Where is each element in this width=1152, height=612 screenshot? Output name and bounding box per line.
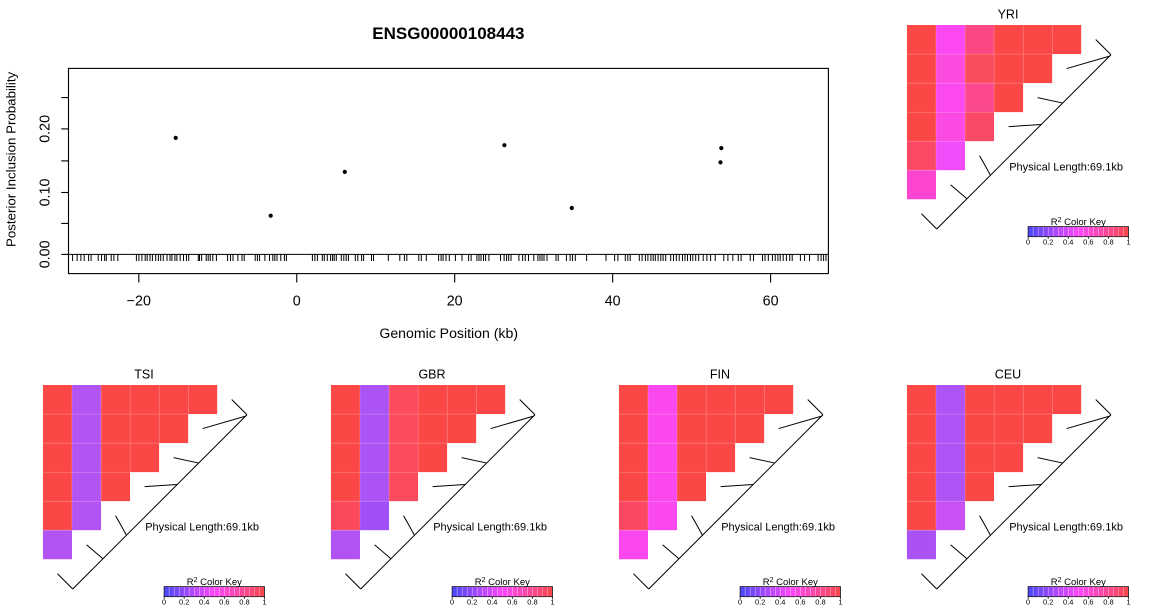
svg-text:0.4: 0.4 xyxy=(775,597,785,606)
svg-text:0.8: 0.8 xyxy=(527,597,537,606)
svg-text:0: 0 xyxy=(293,293,301,309)
svg-text:0.2: 0.2 xyxy=(1043,597,1053,606)
svg-text:R2 Color Key: R2 Color Key xyxy=(187,577,242,588)
svg-text:0.20: 0.20 xyxy=(37,115,53,143)
svg-text:FIN: FIN xyxy=(710,368,730,382)
svg-text:Physical Length:69.1kb: Physical Length:69.1kb xyxy=(1009,521,1123,533)
svg-text:0: 0 xyxy=(450,597,454,606)
svg-text:1: 1 xyxy=(1126,597,1130,606)
svg-text:0: 0 xyxy=(162,597,166,606)
svg-text:60: 60 xyxy=(763,293,779,309)
svg-text:0.4: 0.4 xyxy=(487,597,497,606)
svg-text:CEU: CEU xyxy=(995,368,1021,382)
svg-text:0.6: 0.6 xyxy=(1083,597,1093,606)
svg-text:0: 0 xyxy=(1026,237,1030,246)
svg-text:0.6: 0.6 xyxy=(507,597,517,606)
svg-text:0.6: 0.6 xyxy=(1083,237,1093,246)
svg-text:YRI: YRI xyxy=(998,8,1019,22)
svg-text:Genomic Position (kb): Genomic Position (kb) xyxy=(379,325,518,341)
svg-text:0.4: 0.4 xyxy=(1063,597,1073,606)
svg-text:0.8: 0.8 xyxy=(815,597,825,606)
svg-text:Physical Length:69.1kb: Physical Length:69.1kb xyxy=(433,521,547,533)
svg-text:0: 0 xyxy=(738,597,742,606)
svg-text:Physical Length:69.1kb: Physical Length:69.1kb xyxy=(145,521,259,533)
svg-text:1: 1 xyxy=(262,597,266,606)
svg-text:Physical Length:69.1kb: Physical Length:69.1kb xyxy=(1009,161,1123,173)
svg-text:1: 1 xyxy=(550,597,554,606)
svg-text:0.8: 0.8 xyxy=(1103,237,1113,246)
svg-text:GBR: GBR xyxy=(418,368,445,382)
svg-text:R2 Color Key: R2 Color Key xyxy=(763,577,818,588)
svg-text:0.8: 0.8 xyxy=(1103,597,1113,606)
svg-text:−20: −20 xyxy=(127,293,151,309)
svg-text:R2 Color Key: R2 Color Key xyxy=(1051,217,1106,228)
svg-text:R2 Color Key: R2 Color Key xyxy=(1051,577,1106,588)
svg-text:0.2: 0.2 xyxy=(1043,237,1053,246)
svg-text:Physical Length:69.1kb: Physical Length:69.1kb xyxy=(721,521,835,533)
svg-text:R2 Color Key: R2 Color Key xyxy=(475,577,530,588)
svg-text:0.8: 0.8 xyxy=(239,597,249,606)
svg-text:20: 20 xyxy=(447,293,463,309)
svg-text:0.00: 0.00 xyxy=(37,240,53,268)
svg-text:0.6: 0.6 xyxy=(795,597,805,606)
svg-text:0.2: 0.2 xyxy=(755,597,765,606)
svg-text:ENSG00000108443: ENSG00000108443 xyxy=(372,24,524,43)
svg-text:0.4: 0.4 xyxy=(199,597,209,606)
svg-text:0.6: 0.6 xyxy=(219,597,229,606)
svg-text:40: 40 xyxy=(605,293,621,309)
svg-text:Posterior Inclusion Probabilit: Posterior Inclusion Probability xyxy=(4,71,19,247)
svg-text:1: 1 xyxy=(838,597,842,606)
svg-text:1: 1 xyxy=(1126,237,1130,246)
svg-text:0.4: 0.4 xyxy=(1063,237,1073,246)
svg-text:0.10: 0.10 xyxy=(37,179,53,207)
svg-text:0.2: 0.2 xyxy=(179,597,189,606)
svg-text:TSI: TSI xyxy=(134,368,153,382)
svg-text:0.2: 0.2 xyxy=(467,597,477,606)
svg-text:0: 0 xyxy=(1026,597,1030,606)
